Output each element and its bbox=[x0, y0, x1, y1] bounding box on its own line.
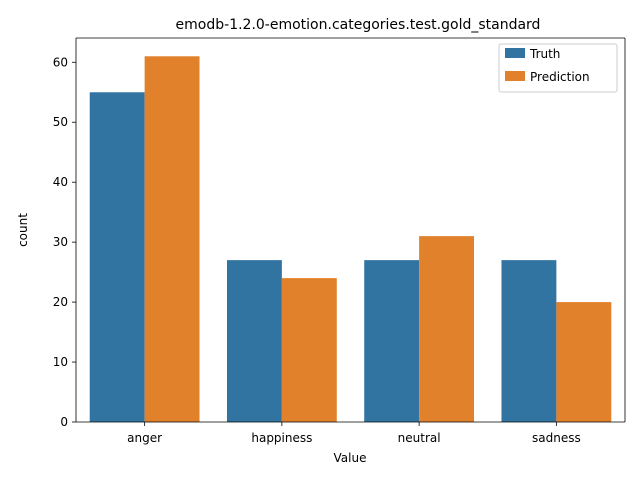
bar-truth-happiness bbox=[226, 260, 282, 422]
y-tick-label: 50 bbox=[53, 115, 68, 129]
bar-truth-neutral bbox=[364, 260, 420, 422]
legend-label-prediction: Prediction bbox=[530, 70, 590, 84]
x-tick-label-sadness: sadness bbox=[532, 431, 581, 445]
bar-truth-anger bbox=[89, 92, 145, 422]
x-tick-label-happiness: happiness bbox=[251, 431, 312, 445]
y-tick-label: 40 bbox=[53, 175, 68, 189]
chart-title: emodb-1.2.0-emotion.categories.test.gold… bbox=[176, 17, 541, 33]
x-tick-label-anger: anger bbox=[127, 431, 162, 445]
x-axis-label: Value bbox=[334, 451, 367, 465]
y-tick-label: 0 bbox=[60, 415, 68, 429]
legend-label-truth: Truth bbox=[529, 47, 560, 61]
x-tick-label-neutral: neutral bbox=[398, 431, 441, 445]
y-tick-label: 10 bbox=[53, 355, 68, 369]
legend-swatch-prediction bbox=[505, 71, 525, 81]
y-tick-label: 30 bbox=[53, 235, 68, 249]
legend: Truth Prediction bbox=[498, 43, 618, 93]
bar-prediction-anger bbox=[144, 56, 200, 423]
legend-swatch-truth bbox=[505, 48, 525, 58]
bar-truth-sadness bbox=[501, 260, 557, 422]
bars-layer bbox=[89, 56, 612, 423]
bar-prediction-sadness bbox=[556, 302, 612, 422]
y-axis-label: count bbox=[16, 213, 30, 247]
y-tick-label: 20 bbox=[53, 295, 68, 309]
x-axis-ticks: anger happiness neutral sadness bbox=[127, 422, 581, 445]
legend-box bbox=[498, 43, 618, 93]
bar-prediction-neutral bbox=[419, 236, 475, 422]
y-tick-label: 60 bbox=[53, 55, 68, 69]
bar-prediction-happiness bbox=[281, 278, 337, 422]
y-axis-ticks: 0 10 20 30 40 50 60 bbox=[53, 55, 76, 429]
